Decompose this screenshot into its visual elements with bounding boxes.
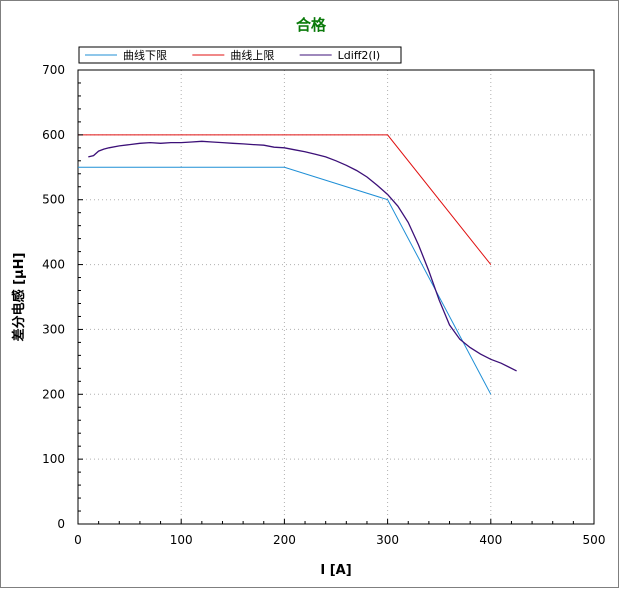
plot-area	[77, 69, 595, 525]
x-axis: 0 100 200 300 400 500	[74, 519, 605, 547]
x-axis-label: I [A]	[320, 563, 351, 578]
x-tick-label: 100	[170, 533, 193, 547]
y-tick-label: 300	[42, 322, 65, 336]
chart-title: 合格	[295, 16, 327, 34]
series-line-2	[78, 134, 492, 265]
y-tick-label: 0	[57, 517, 65, 531]
y-axis: 0 100 200 300 400 500 600 700	[42, 63, 83, 531]
legend-label-2: 曲线上限	[230, 48, 274, 62]
x-tick-label: 300	[376, 533, 399, 547]
series-line-3	[88, 140, 517, 372]
legend: 曲线下限 曲线上限 Ldiff2(I)	[78, 46, 402, 64]
legend-label-1: 曲线下限	[123, 48, 167, 62]
y-tick-label: 500	[42, 193, 65, 207]
series-line-1	[78, 166, 492, 395]
y-axis-label: 差分电感 [µH]	[11, 253, 27, 342]
y-tick-label: 200	[42, 387, 65, 401]
legend-label-3: Ldiff2(I)	[338, 49, 381, 62]
x-tick-label: 500	[583, 533, 606, 547]
x-tick-label: 0	[74, 533, 82, 547]
y-tick-label: 400	[42, 258, 65, 272]
y-tick-label: 100	[42, 452, 65, 466]
legend-box	[78, 46, 402, 64]
x-tick-label: 400	[479, 533, 502, 547]
grid	[78, 70, 594, 524]
y-tick-label: 600	[42, 128, 65, 142]
series-layer	[78, 134, 517, 395]
y-tick-label: 700	[42, 63, 65, 77]
x-tick-label: 200	[273, 533, 296, 547]
